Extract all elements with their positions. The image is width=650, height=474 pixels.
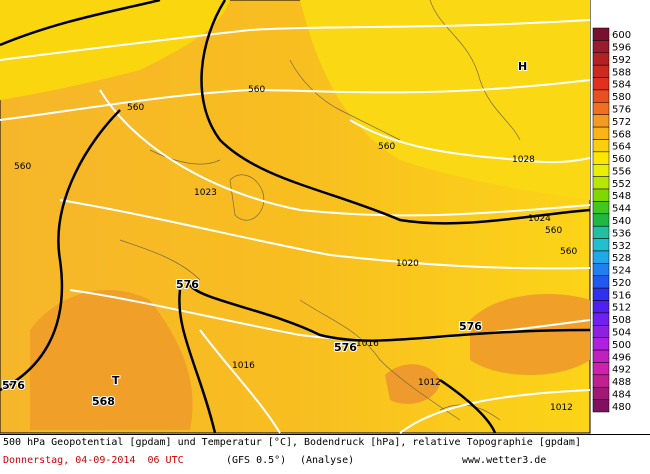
color-swatch xyxy=(592,263,610,276)
map-label: 1012 xyxy=(550,403,573,413)
color-swatch xyxy=(592,126,610,140)
map-label: 560 xyxy=(248,85,265,95)
map-labels: 560 560 560 560 560 560 1028 1024 1023 1020 1016 10… xyxy=(1,59,577,413)
scale-label: 596 xyxy=(612,43,631,54)
color-swatch xyxy=(592,325,610,338)
scale-label: 520 xyxy=(612,278,631,289)
scale-label: 592 xyxy=(612,55,631,66)
scale-label: 504 xyxy=(612,327,631,338)
scale-label: 560 xyxy=(612,154,631,165)
scale-label: 576 xyxy=(612,105,631,116)
map-label: 576 xyxy=(459,320,482,333)
map-label: 1020 xyxy=(396,259,419,269)
map-label: 568 xyxy=(92,395,115,408)
map-label: H xyxy=(518,60,527,73)
scale-label: 492 xyxy=(612,365,631,376)
scale-label: 488 xyxy=(612,377,631,388)
color-scale: 6005965925885845805765725685645605565525… xyxy=(592,27,631,413)
color-swatch xyxy=(592,213,610,227)
scale-label: 568 xyxy=(612,129,631,140)
scale-label: 600 xyxy=(612,30,631,41)
scale-label: 480 xyxy=(612,402,631,413)
cool-zone xyxy=(470,294,590,375)
scale-label: 500 xyxy=(612,340,631,351)
warm-zone xyxy=(300,0,590,200)
map-label: 1016 xyxy=(356,339,379,349)
color-swatch xyxy=(592,52,610,66)
scale-label: 552 xyxy=(612,179,631,190)
footer-run: (Analyse) xyxy=(300,455,355,466)
map-label: 576 xyxy=(2,379,25,392)
scale-label: 556 xyxy=(612,166,631,177)
map-label: 560 xyxy=(14,162,31,172)
color-swatch xyxy=(592,349,610,363)
scale-label: 580 xyxy=(612,92,631,103)
scale-label: 588 xyxy=(612,67,631,78)
map-label: T xyxy=(112,374,120,387)
color-swatch xyxy=(592,64,610,78)
color-swatch xyxy=(592,164,610,177)
map-label: 560 xyxy=(378,142,395,152)
map-label: 560 xyxy=(545,226,562,236)
scale-label: 484 xyxy=(612,389,631,400)
cool-zone xyxy=(30,290,193,430)
scale-label: 544 xyxy=(612,204,631,215)
map-label: 1023 xyxy=(194,188,217,198)
separator xyxy=(0,434,650,435)
scale-label: 572 xyxy=(612,117,631,128)
footer-date: Donnerstag, 04-09-2014 06 UTC xyxy=(3,455,184,466)
map-label: 1012 xyxy=(418,378,441,388)
scale-label: 564 xyxy=(612,142,631,153)
cool-zone xyxy=(385,364,440,404)
scale-label: 516 xyxy=(612,290,631,301)
color-swatch xyxy=(592,312,610,326)
map-label: 560 xyxy=(560,247,577,257)
color-swatch xyxy=(592,151,610,165)
scale-label: 532 xyxy=(612,241,631,252)
footer-title: 500 hPa Geopotential [gpdam] und Tempera… xyxy=(3,437,581,448)
color-swatch xyxy=(592,176,610,190)
color-swatch xyxy=(592,89,610,103)
scale-label: 540 xyxy=(612,216,631,227)
color-swatch xyxy=(592,102,610,115)
color-swatch xyxy=(592,27,610,41)
color-swatch xyxy=(592,337,610,351)
color-swatch xyxy=(592,386,610,400)
color-swatch xyxy=(592,139,610,153)
color-swatch xyxy=(592,225,610,239)
color-swatch xyxy=(592,40,610,54)
color-swatch xyxy=(592,77,610,91)
coastlines xyxy=(119,0,521,421)
geopotential-lines xyxy=(0,0,591,434)
scale-label: 512 xyxy=(612,303,631,314)
scale-label: 524 xyxy=(612,266,631,277)
scale-label: 584 xyxy=(612,80,631,91)
footer-site[interactable]: www.wetter3.de xyxy=(462,455,547,466)
color-swatch xyxy=(592,287,610,301)
color-swatch xyxy=(592,188,610,202)
color-swatch xyxy=(592,300,610,314)
scale-label: 536 xyxy=(612,228,631,239)
map-label: 1016 xyxy=(232,361,255,371)
color-swatch xyxy=(592,399,610,413)
scale-label: 528 xyxy=(612,253,631,264)
footer-model: (GFS 0.5°) xyxy=(226,455,287,466)
scale-label: 548 xyxy=(612,191,631,202)
map-label: 560 xyxy=(127,103,144,113)
scale-label: 508 xyxy=(612,315,631,326)
map-label: 576 xyxy=(334,341,357,354)
color-swatch xyxy=(592,114,610,128)
map-label: 1028 xyxy=(512,155,535,165)
scale-label: 496 xyxy=(612,352,631,363)
color-swatch xyxy=(592,238,610,252)
color-swatch xyxy=(592,201,610,215)
color-swatch xyxy=(592,362,610,376)
map-label: 576 xyxy=(176,278,199,291)
color-swatch xyxy=(592,374,610,388)
color-swatch xyxy=(592,250,610,264)
color-swatch xyxy=(592,275,610,289)
map-label: 1024 xyxy=(528,214,551,224)
